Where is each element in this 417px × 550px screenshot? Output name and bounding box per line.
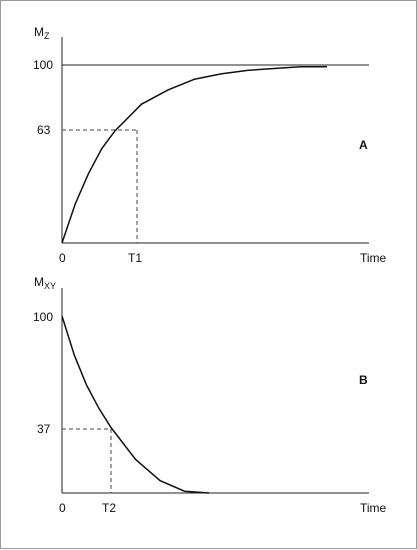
panel-b-x-axis-label: Time	[360, 501, 387, 515]
panel-b-x-tick-0: 0	[59, 501, 66, 515]
panel-a-x-tick-0: 0	[59, 251, 66, 265]
panel-a-y-tick-100: 100	[33, 58, 53, 72]
panel-b-y-tick-37: 37	[37, 422, 51, 436]
panel-a-y-tick-63: 63	[37, 123, 51, 137]
panel-b-y-axis-label: MXY	[34, 275, 56, 291]
panel-a-x-axis-label: Time	[360, 251, 387, 265]
panel-a-label: A	[359, 138, 368, 152]
panel-b-y-tick-100: 100	[33, 310, 53, 324]
panel-a-recovery-curve	[61, 66, 327, 244]
panel-a: MZ 100 63 0 T1 Time A	[33, 25, 387, 265]
panel-a-y-axis-label: MZ	[34, 25, 50, 41]
panel-b-label: B	[359, 373, 368, 387]
panel-b-x-tick-t2: T2	[102, 501, 116, 515]
panel-a-x-tick-t1: T1	[128, 251, 142, 265]
panel-b: MXY 100 37 0 T2 Time B	[33, 275, 387, 515]
panel-b-decay-curve	[61, 315, 210, 494]
